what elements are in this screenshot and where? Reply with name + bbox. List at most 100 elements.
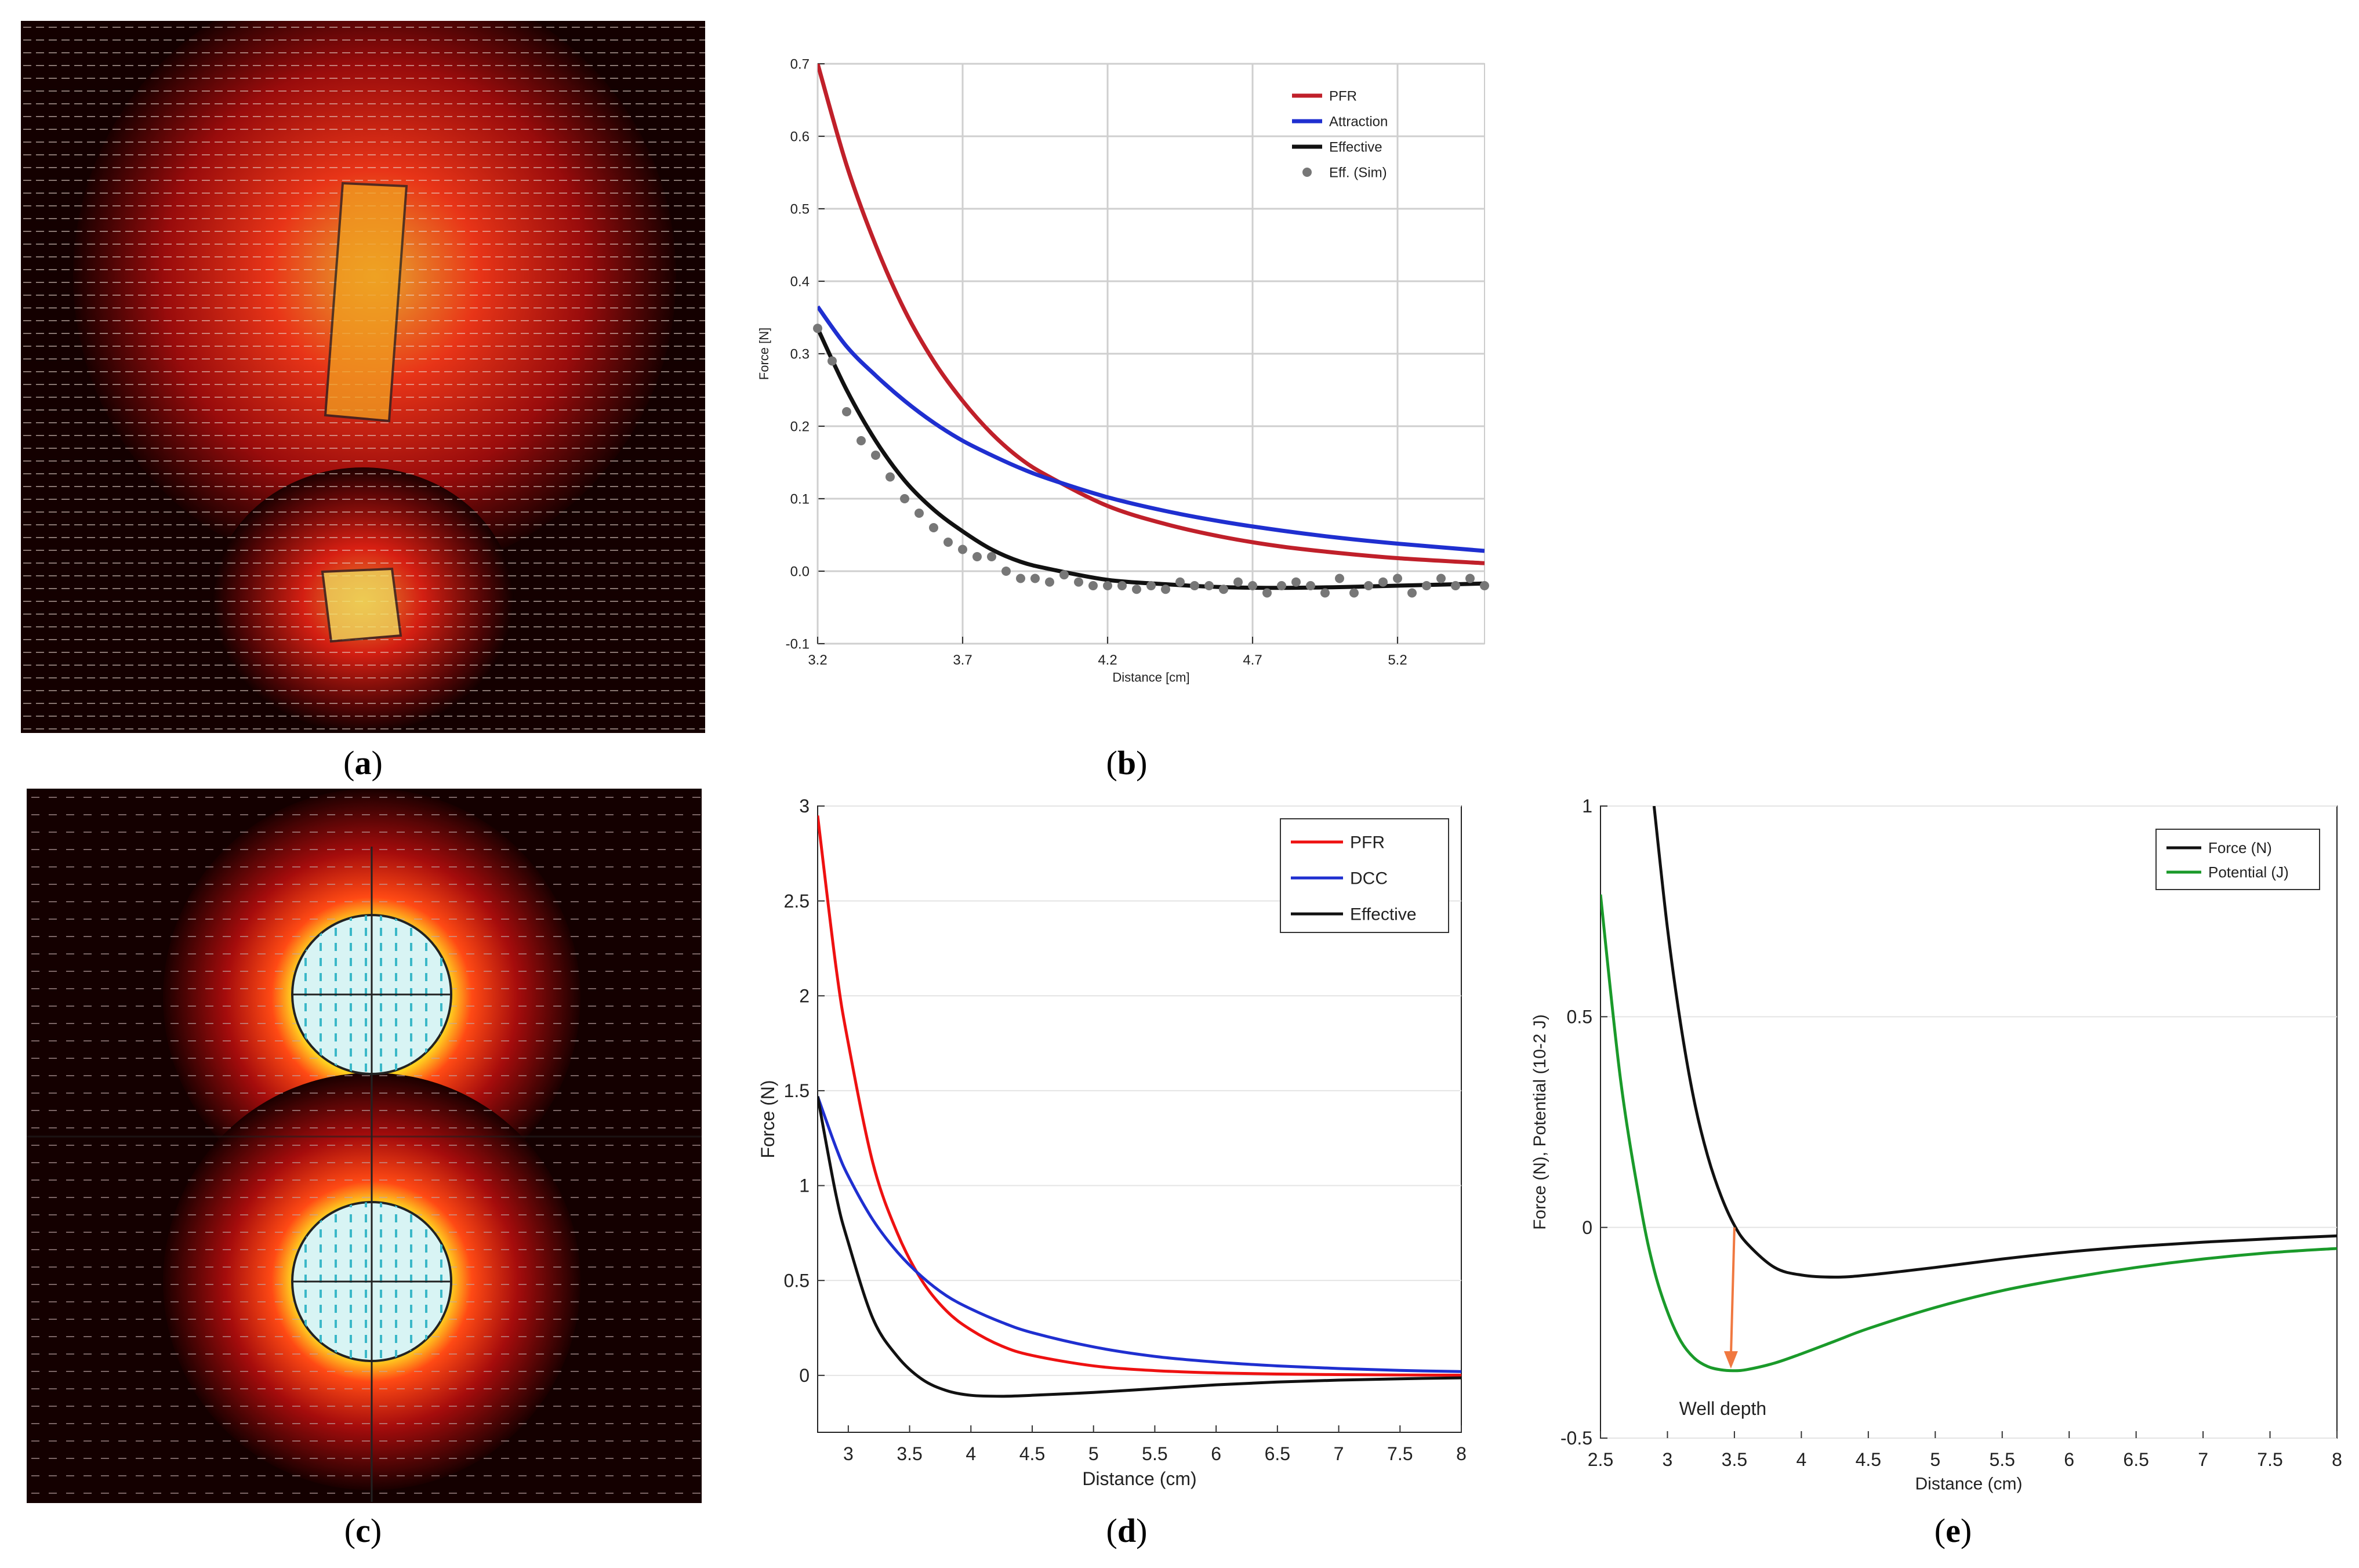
sim-point: [1175, 577, 1185, 587]
x-tick-label: 5.2: [1388, 652, 1407, 668]
y-tick-label: 0.5: [1567, 1007, 1592, 1028]
x-tick-label: 8: [1456, 1443, 1467, 1464]
y-tick-label: 0: [1582, 1217, 1592, 1238]
sim-point: [1335, 574, 1344, 583]
x-tick-label: 4: [966, 1443, 976, 1464]
legend-label: Eff. (Sim): [1329, 165, 1387, 180]
series-line-force-n-: [1652, 806, 2337, 1279]
sim-point: [958, 545, 967, 554]
y-tick-label: 0.1: [790, 491, 810, 507]
caption-e: (e): [1934, 1512, 1972, 1549]
sim-point: [1016, 574, 1025, 583]
x-tick-label: 3.7: [953, 652, 972, 668]
y-tick-label: 1: [1582, 796, 1592, 816]
chart-e: -0.5 0 0.5 1 2.5 3 3.5 4 4.5 5 5.5 6 6.5 7 7.5 8 Distanc…: [1531, 796, 2342, 1494]
y-tick-label: 2: [799, 985, 810, 1006]
x-tick-label: 3: [1663, 1449, 1673, 1470]
legend-label: Effective: [1350, 905, 1417, 924]
x-tick-label: 4: [1796, 1449, 1806, 1470]
y-tick-label: 2.5: [784, 891, 810, 912]
sim-point: [1248, 581, 1257, 590]
x-tick-label: 5.5: [1989, 1449, 2015, 1470]
legend-label: Effective: [1329, 139, 1382, 155]
sim-point: [929, 523, 938, 532]
well-depth-arrowhead: [1723, 1351, 1738, 1369]
legend-marker: [1302, 168, 1312, 177]
x-axis-label: Distance (cm): [1915, 1475, 2022, 1494]
x-tick-label: 4.2: [1098, 652, 1117, 668]
sim-point: [1001, 567, 1011, 576]
sim-point: [1306, 581, 1315, 590]
sim-point: [885, 472, 895, 482]
x-tick-label: 6.5: [1265, 1443, 1290, 1464]
sim-point: [1451, 581, 1460, 590]
legend-label: DCC: [1350, 869, 1388, 888]
well-depth-label: Well depth: [1679, 1398, 1767, 1419]
sim-point: [1436, 574, 1446, 583]
sim-point: [1204, 581, 1214, 590]
x-tick-label: 5: [1088, 1443, 1099, 1464]
chart-d: 0 0.5 1 1.5 2 2.5 3 3 3.5 4 4.5 5 5.5 6 6.5 7 7.5 8 Distan…: [757, 796, 1467, 1489]
sim-point: [1277, 581, 1286, 590]
x-tick-label: 6: [2064, 1449, 2074, 1470]
y-tick-label: 0.4: [790, 274, 810, 289]
sim-point: [1320, 588, 1330, 598]
sim-point: [1465, 574, 1475, 583]
sim-point: [1378, 577, 1388, 587]
y-tick-label: 0.6: [790, 129, 810, 144]
y-tick-label: 0.5: [790, 201, 810, 217]
well-depth-arrow: [1729, 1227, 1736, 1356]
sim-point: [1349, 588, 1359, 598]
sim-point: [1422, 581, 1431, 590]
legend-box: [2155, 829, 2320, 890]
sim-point: [943, 538, 953, 547]
x-tick-label: 4.7: [1243, 652, 1262, 668]
sim-point: [1088, 581, 1098, 590]
caption-a: (a): [343, 744, 383, 782]
x-tick-label: 7: [1334, 1443, 1344, 1464]
x-tick-label: 5.5: [1142, 1443, 1167, 1464]
legend-label: Force (N): [2208, 839, 2272, 856]
x-tick-label: 3.2: [808, 652, 827, 668]
x-tick-label: 3: [843, 1443, 854, 1464]
sim-point: [1219, 585, 1228, 594]
x-tick-label: 8: [2332, 1449, 2342, 1470]
x-tick-label: 2.5: [1588, 1449, 1613, 1470]
field-image-a: [21, 21, 705, 733]
sim-point: [871, 451, 880, 460]
x-tick-label: 4.5: [1856, 1449, 1881, 1470]
sim-point: [1233, 577, 1243, 587]
sim-point: [1407, 588, 1417, 598]
y-tick-label: -0.5: [1560, 1428, 1592, 1449]
sim-point: [1059, 570, 1069, 580]
sim-point: [1480, 581, 1489, 590]
y-tick-label: 1.5: [784, 1080, 810, 1101]
x-tick-label: 6.5: [2123, 1449, 2148, 1470]
x-tick-label: 5: [1930, 1449, 1940, 1470]
sim-point: [1045, 577, 1054, 587]
sim-point: [1103, 581, 1112, 590]
y-tick-label: 0.2: [790, 419, 810, 434]
x-tick-label: 7.5: [2257, 1449, 2282, 1470]
caption-d: (d): [1106, 1512, 1148, 1549]
sim-point: [1161, 585, 1170, 594]
y-tick-label: 0.0: [790, 564, 810, 579]
x-tick-label: 3.5: [897, 1443, 922, 1464]
sim-point: [1364, 581, 1373, 590]
sim-point: [1074, 577, 1083, 587]
x-axis-label: Distance (cm): [1082, 1468, 1196, 1489]
x-axis-label: Distance [cm]: [1112, 670, 1189, 685]
y-axis-label: Force (N): [757, 1080, 778, 1158]
y-tick-label: 0: [799, 1365, 810, 1386]
sim-point: [914, 509, 924, 518]
sim-point: [1030, 574, 1040, 583]
series-line-effective: [818, 327, 1485, 590]
sim-point: [1146, 581, 1156, 590]
series-line-potential-j-: [1601, 894, 2337, 1373]
y-tick-label: 3: [799, 796, 810, 816]
sim-point: [1132, 585, 1141, 594]
y-axis-label: Force [N]: [757, 328, 771, 380]
x-tick-label: 7: [2198, 1449, 2208, 1470]
legend-label: Attraction: [1329, 114, 1388, 129]
y-tick-label: 0.3: [790, 346, 810, 362]
